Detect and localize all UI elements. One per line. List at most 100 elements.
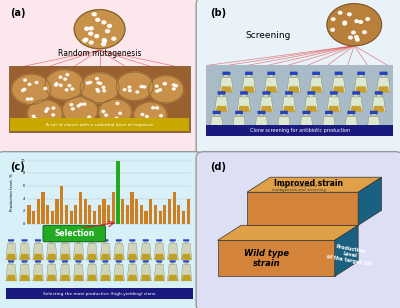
Polygon shape: [368, 125, 380, 132]
FancyBboxPatch shape: [348, 111, 355, 114]
Polygon shape: [322, 116, 336, 132]
FancyBboxPatch shape: [223, 72, 230, 75]
Circle shape: [54, 84, 57, 86]
Polygon shape: [6, 243, 17, 260]
Text: Improved strain: Improved strain: [274, 180, 343, 188]
FancyBboxPatch shape: [182, 211, 185, 224]
Circle shape: [85, 27, 89, 30]
FancyBboxPatch shape: [196, 0, 400, 157]
Text: Clone screening for antibiotic production: Clone screening for antibiotic productio…: [250, 128, 350, 133]
Circle shape: [80, 73, 119, 103]
Circle shape: [84, 38, 88, 41]
Polygon shape: [114, 254, 124, 260]
Circle shape: [83, 39, 87, 42]
Polygon shape: [323, 125, 335, 132]
Polygon shape: [304, 97, 318, 112]
Circle shape: [99, 99, 132, 125]
FancyBboxPatch shape: [285, 91, 292, 95]
FancyBboxPatch shape: [126, 205, 129, 224]
FancyBboxPatch shape: [220, 94, 224, 97]
Circle shape: [128, 90, 131, 92]
Polygon shape: [287, 77, 300, 92]
FancyBboxPatch shape: [309, 94, 313, 97]
FancyBboxPatch shape: [117, 262, 120, 264]
Polygon shape: [20, 275, 30, 281]
FancyBboxPatch shape: [144, 262, 148, 264]
Polygon shape: [73, 264, 84, 281]
Polygon shape: [288, 86, 300, 92]
FancyBboxPatch shape: [116, 239, 122, 241]
FancyBboxPatch shape: [235, 111, 243, 114]
Polygon shape: [101, 275, 110, 281]
FancyBboxPatch shape: [303, 111, 310, 114]
FancyBboxPatch shape: [154, 205, 157, 224]
FancyBboxPatch shape: [143, 260, 149, 262]
Circle shape: [12, 74, 51, 104]
Polygon shape: [181, 243, 192, 260]
FancyBboxPatch shape: [260, 113, 264, 116]
Polygon shape: [309, 77, 323, 92]
Polygon shape: [210, 116, 224, 132]
Circle shape: [343, 22, 346, 25]
Text: Wild type
strain: Wild type strain: [244, 249, 289, 268]
FancyBboxPatch shape: [117, 241, 120, 243]
FancyBboxPatch shape: [50, 262, 53, 264]
FancyBboxPatch shape: [77, 241, 80, 243]
Polygon shape: [335, 225, 358, 276]
Circle shape: [62, 97, 98, 124]
Circle shape: [102, 43, 106, 46]
Polygon shape: [74, 254, 83, 260]
Polygon shape: [140, 243, 151, 260]
FancyBboxPatch shape: [359, 74, 363, 77]
Polygon shape: [87, 254, 97, 260]
Circle shape: [86, 82, 89, 84]
FancyBboxPatch shape: [314, 74, 318, 77]
FancyBboxPatch shape: [48, 239, 54, 241]
Circle shape: [153, 122, 156, 124]
Polygon shape: [300, 116, 313, 132]
Circle shape: [22, 89, 24, 91]
Polygon shape: [60, 275, 70, 281]
Polygon shape: [327, 97, 340, 112]
FancyBboxPatch shape: [158, 241, 161, 243]
FancyBboxPatch shape: [0, 152, 203, 308]
Circle shape: [355, 36, 358, 38]
Polygon shape: [233, 125, 245, 132]
FancyBboxPatch shape: [8, 260, 14, 262]
Polygon shape: [282, 97, 296, 112]
FancyBboxPatch shape: [35, 239, 41, 241]
Circle shape: [343, 21, 346, 24]
FancyBboxPatch shape: [35, 260, 41, 262]
Polygon shape: [6, 254, 16, 260]
FancyBboxPatch shape: [370, 111, 378, 114]
FancyBboxPatch shape: [98, 205, 101, 224]
Polygon shape: [346, 125, 357, 132]
Circle shape: [331, 28, 334, 31]
Polygon shape: [140, 264, 151, 281]
Circle shape: [156, 90, 158, 92]
Polygon shape: [243, 86, 255, 92]
Polygon shape: [264, 77, 278, 92]
Polygon shape: [6, 264, 17, 281]
Circle shape: [52, 107, 55, 109]
FancyBboxPatch shape: [75, 260, 82, 262]
FancyBboxPatch shape: [144, 211, 148, 224]
FancyBboxPatch shape: [89, 239, 95, 241]
Polygon shape: [127, 243, 138, 260]
Polygon shape: [238, 106, 250, 112]
FancyBboxPatch shape: [304, 113, 308, 116]
Text: (c): (c): [10, 162, 24, 172]
Polygon shape: [74, 275, 83, 281]
FancyBboxPatch shape: [375, 91, 382, 95]
FancyBboxPatch shape: [240, 91, 248, 95]
Text: (b): (b): [210, 8, 226, 18]
FancyBboxPatch shape: [290, 72, 298, 75]
Text: 10: 10: [21, 159, 26, 163]
Polygon shape: [87, 243, 98, 260]
Polygon shape: [211, 125, 222, 132]
Polygon shape: [182, 254, 191, 260]
FancyBboxPatch shape: [10, 241, 13, 243]
Text: Selection: Selection: [54, 229, 94, 238]
Circle shape: [172, 88, 175, 90]
Circle shape: [32, 115, 35, 117]
